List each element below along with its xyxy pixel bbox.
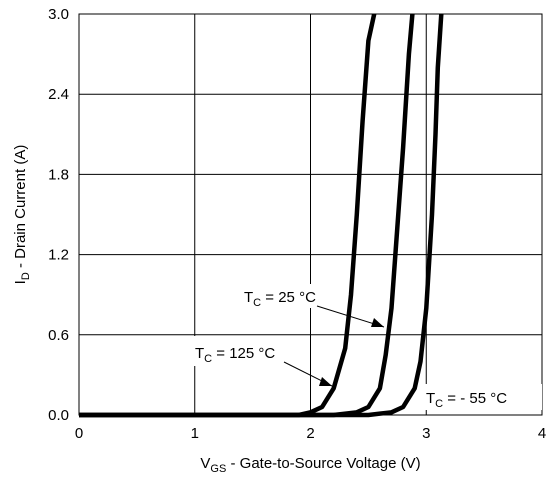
annotation-125-bg bbox=[171, 336, 301, 366]
series-group bbox=[79, 13, 444, 418]
annotation-125c: TC = 125 °C bbox=[195, 345, 275, 365]
annotation-25c: TC = 25 °C bbox=[244, 289, 316, 309]
y-tick-label: 0.0 bbox=[48, 407, 69, 424]
x-tick-label: 4 bbox=[538, 425, 546, 442]
y-tick-label: 0.6 bbox=[48, 327, 69, 344]
annotation-125-arrow-head bbox=[319, 377, 332, 386]
x-tick-label: 3 bbox=[422, 425, 430, 442]
y-tick-label: 1.2 bbox=[48, 247, 69, 264]
x-axis-label: VGS - Gate-to-Source Voltage (V) bbox=[200, 455, 420, 475]
y-tick-label: 2.4 bbox=[48, 86, 69, 103]
y-tick-label: 3.0 bbox=[48, 6, 69, 23]
grid bbox=[78, 13, 543, 416]
annotation-25-arrow-head bbox=[371, 318, 384, 327]
annotation-neg55c: TC = - 55 °C bbox=[426, 390, 507, 410]
x-tick-label: 1 bbox=[191, 425, 199, 442]
x-tick-label: 0 bbox=[75, 425, 83, 442]
annotation-neg55-bg bbox=[423, 384, 542, 410]
annotation-25-bg bbox=[241, 284, 329, 308]
y-axis-label: ID - Drain Current (A) bbox=[12, 145, 32, 285]
y-tick-label: 1.8 bbox=[48, 166, 69, 183]
tick-labels: 0 1 2 3 4 0.0 0.6 1.2 1.8 2.4 3.0 bbox=[48, 6, 546, 442]
x-tick-label: 2 bbox=[306, 425, 314, 442]
annotations: TC = 25 °C TC = 125 °C TC = - 55 °C bbox=[171, 284, 542, 410]
series-line-2 bbox=[79, 13, 444, 418]
